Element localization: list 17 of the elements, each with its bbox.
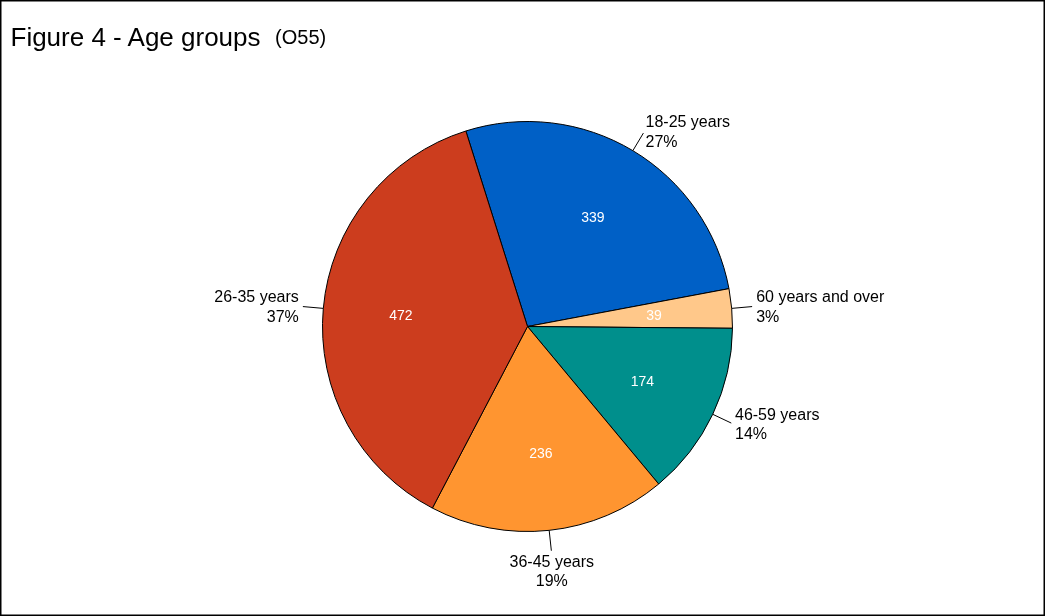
text: 3%: [756, 307, 780, 325]
text: 37%: [266, 307, 299, 325]
text: 27%: [645, 132, 678, 150]
chart-title: Figure 4 - Age groups: [10, 21, 261, 52]
slice-label: 18-25 years: [645, 113, 731, 131]
slice-label: 26-35 years: [214, 288, 299, 306]
slice-label: 60 years and over: [756, 288, 885, 306]
data-label: 339: [581, 209, 605, 226]
data-label: 39: [646, 307, 663, 324]
text: 14%: [734, 425, 768, 443]
chart-subtitle: (O55): [275, 25, 327, 48]
data-label: 472: [389, 307, 413, 324]
slice-label: 36-45 years: [509, 552, 595, 570]
text: 19%: [535, 572, 568, 590]
data-label: 236: [529, 444, 553, 461]
slice-label: 46-59 years: [734, 405, 820, 423]
data-label: 174: [630, 372, 655, 389]
